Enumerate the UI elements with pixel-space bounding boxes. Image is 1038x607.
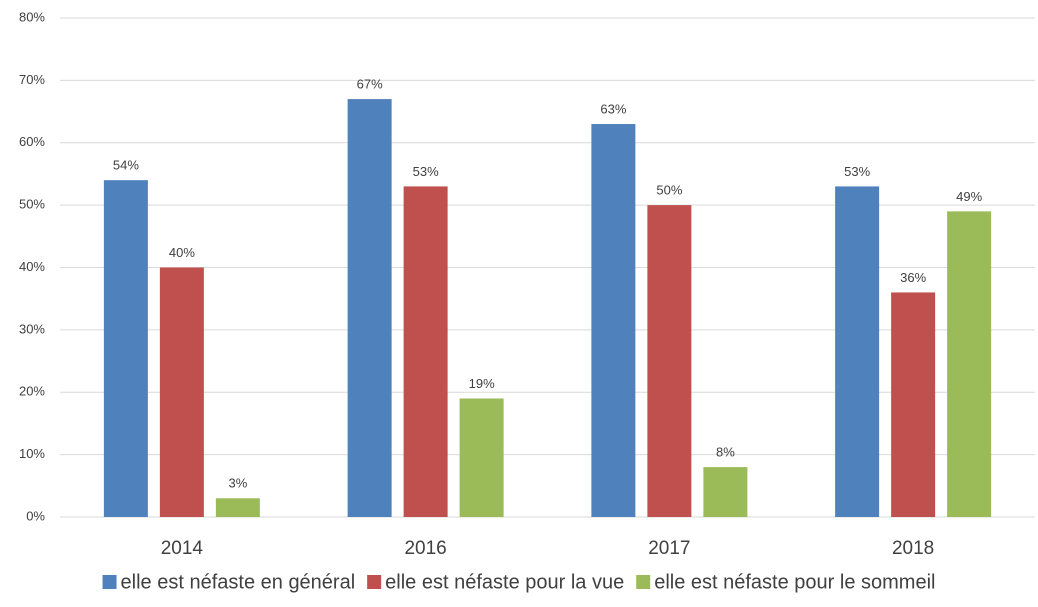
y-tick-label: 40% bbox=[19, 259, 45, 274]
data-label: 19% bbox=[469, 376, 495, 391]
y-tick-label: 70% bbox=[19, 72, 45, 87]
bar bbox=[159, 267, 204, 517]
bar bbox=[403, 186, 448, 517]
bar bbox=[459, 398, 504, 517]
data-label: 50% bbox=[656, 183, 682, 198]
bar bbox=[215, 498, 260, 517]
data-label: 36% bbox=[900, 270, 926, 285]
legend-label: elle est néfaste pour la vue bbox=[385, 571, 624, 593]
bar bbox=[947, 211, 992, 518]
data-label: 40% bbox=[169, 245, 195, 260]
x-tick-label: 2018 bbox=[892, 538, 934, 559]
data-label: 53% bbox=[844, 164, 870, 179]
x-tick-label: 2016 bbox=[404, 538, 446, 559]
data-label: 63% bbox=[600, 101, 626, 116]
bar bbox=[591, 124, 636, 517]
bar bbox=[647, 205, 692, 517]
bar bbox=[103, 180, 148, 518]
x-tick-label: 2014 bbox=[161, 538, 204, 559]
y-tick-label: 20% bbox=[19, 384, 45, 399]
y-tick-label: 60% bbox=[19, 134, 45, 149]
data-label: 3% bbox=[228, 476, 247, 491]
bar bbox=[891, 292, 936, 517]
legend-swatch bbox=[367, 575, 382, 589]
legend-label: elle est néfaste en général bbox=[121, 571, 356, 593]
bar bbox=[703, 467, 748, 517]
y-tick-label: 10% bbox=[19, 446, 45, 461]
legend-swatch bbox=[636, 575, 651, 589]
y-tick-label: 80% bbox=[19, 9, 45, 24]
y-tick-label: 0% bbox=[26, 508, 45, 523]
data-label: 8% bbox=[716, 445, 735, 460]
legend-swatch bbox=[102, 575, 117, 589]
y-tick-label: 50% bbox=[19, 197, 45, 212]
bar bbox=[347, 99, 392, 518]
data-label: 53% bbox=[413, 164, 439, 179]
x-tick-label: 2017 bbox=[648, 538, 690, 559]
legend-label: elle est néfaste pour le sommeil bbox=[654, 571, 935, 593]
bar bbox=[835, 186, 880, 517]
data-label: 67% bbox=[357, 77, 383, 92]
y-tick-label: 30% bbox=[19, 321, 45, 336]
data-label: 49% bbox=[956, 189, 982, 204]
data-label: 54% bbox=[113, 158, 139, 173]
